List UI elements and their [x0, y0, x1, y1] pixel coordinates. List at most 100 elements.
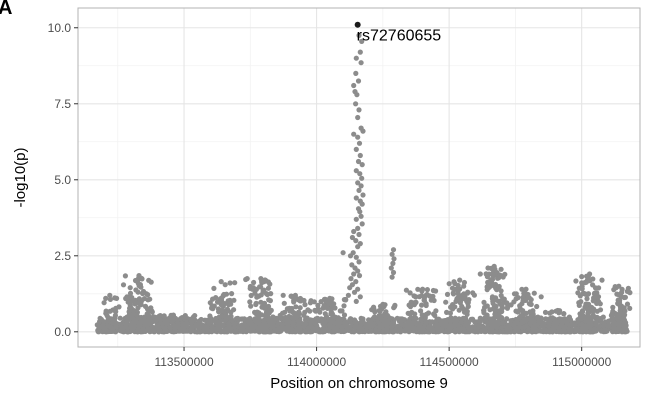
data-point [485, 279, 491, 285]
data-point [498, 266, 504, 272]
data-point [217, 308, 223, 314]
data-point [139, 276, 145, 282]
data-point [389, 274, 395, 280]
data-point [596, 285, 602, 291]
data-point [281, 300, 287, 306]
data-point [177, 326, 183, 332]
data-point [389, 323, 396, 329]
data-point [583, 323, 589, 329]
data-point [504, 316, 510, 322]
data-point [353, 279, 359, 285]
data-point [348, 317, 354, 323]
data-point [315, 302, 321, 308]
data-point [512, 325, 518, 331]
data-point [444, 328, 450, 335]
data-point [611, 324, 617, 331]
x-tick-label: 114000000 [287, 355, 347, 369]
data-point [215, 299, 221, 305]
data-point [101, 300, 107, 306]
data-point [562, 329, 568, 335]
y-axis: 0.0 2.5 5.0 7.5 10.0 [48, 21, 78, 339]
data-point [491, 263, 497, 269]
data-point [621, 294, 627, 301]
data-point [174, 317, 180, 323]
data-point [288, 326, 295, 332]
data-point [277, 312, 283, 318]
data-point [114, 295, 120, 301]
y-axis-title: -log10(p) [12, 147, 29, 207]
data-point [136, 300, 142, 306]
data-point [133, 287, 139, 293]
data-point [107, 292, 113, 298]
data-point [516, 314, 523, 321]
data-point [579, 327, 585, 333]
data-point [590, 308, 596, 314]
y-tick-label: 5.0 [54, 173, 71, 187]
data-point [407, 290, 413, 296]
data-point [231, 297, 237, 303]
data-point [433, 308, 439, 314]
data-point [104, 328, 110, 334]
data-point [480, 323, 486, 329]
data-point [127, 294, 133, 300]
data-point [291, 315, 297, 321]
data-point [556, 326, 562, 332]
data-point [358, 183, 364, 189]
data-point [295, 309, 302, 315]
panel-tag: A [0, 0, 12, 19]
data-point [355, 78, 362, 84]
data-point [584, 302, 590, 308]
data-point [356, 231, 362, 238]
data-point [347, 253, 354, 259]
data-point [498, 273, 505, 279]
data-point [496, 298, 502, 304]
data-point [107, 296, 113, 302]
data-point [530, 328, 536, 334]
data-point [534, 303, 540, 310]
data-point [351, 289, 358, 295]
data-point [345, 292, 351, 298]
data-point [595, 316, 601, 322]
data-point [148, 279, 154, 285]
data-point [444, 291, 451, 297]
data-point [353, 216, 359, 222]
data-point [296, 324, 303, 330]
snp-label: rs72760655 [357, 28, 442, 45]
data-point [415, 286, 421, 292]
data-point [498, 288, 504, 294]
data-point [302, 302, 308, 308]
data-point [227, 280, 233, 286]
data-point [359, 162, 365, 168]
data-point [352, 317, 358, 323]
data-point [160, 321, 166, 327]
data-point [181, 324, 187, 330]
data-point [161, 313, 167, 319]
data-point [310, 317, 316, 323]
data-point [326, 328, 332, 334]
data-point [97, 315, 103, 321]
data-point [615, 297, 621, 303]
data-point [248, 292, 254, 299]
data-point [113, 305, 119, 311]
data-point [120, 282, 127, 288]
data-point [554, 320, 560, 326]
data-point [621, 313, 627, 319]
data-point [292, 292, 298, 298]
data-point [238, 328, 244, 334]
data-point [484, 303, 490, 309]
data-point [142, 303, 149, 309]
data-point [351, 329, 357, 335]
data-point [278, 328, 284, 334]
data-point [353, 195, 359, 201]
data-point [263, 304, 269, 310]
data-point [523, 286, 529, 292]
data-point [349, 262, 355, 268]
data-point [257, 284, 263, 290]
data-point [375, 328, 381, 334]
data-point [351, 228, 357, 235]
data-point [248, 303, 254, 309]
data-point [340, 250, 346, 256]
data-point [247, 299, 253, 305]
data-point [100, 329, 106, 335]
data-point [599, 277, 605, 283]
